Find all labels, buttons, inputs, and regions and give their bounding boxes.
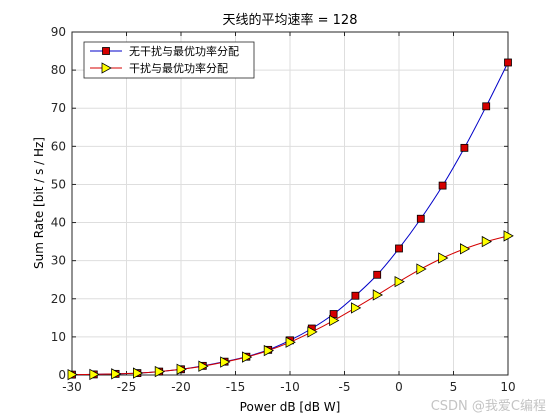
data-point xyxy=(481,235,493,248)
data-point xyxy=(67,368,78,381)
data-point xyxy=(350,302,362,314)
grid xyxy=(71,31,509,376)
axis-ticks: -30 -25 -20 -15 -10 -5 0 5 10 0 10 20 30 40 50 60 70 80 90 xyxy=(51,25,516,394)
data-point xyxy=(372,289,384,301)
data-point xyxy=(198,360,209,372)
data-point xyxy=(394,275,405,288)
data-point xyxy=(351,291,360,300)
legend-label: 干扰与最优功率分配 xyxy=(129,61,228,75)
data-point xyxy=(241,351,253,363)
x-tick-label: 10 xyxy=(500,380,515,394)
y-tick-label: 0 xyxy=(58,368,66,382)
data-point xyxy=(416,263,427,275)
y-tick-label: 90 xyxy=(51,25,66,39)
y-tick-label: 40 xyxy=(51,216,66,230)
data-point xyxy=(132,367,144,379)
series-2 xyxy=(67,230,514,381)
data-point xyxy=(459,243,471,255)
x-tick-label: -10 xyxy=(280,380,300,394)
legend-swatch-marker xyxy=(102,47,110,55)
data-point xyxy=(395,244,403,253)
data-point xyxy=(482,102,491,111)
data-point xyxy=(329,314,340,327)
watermark: CSDN @我爱C编程 xyxy=(430,399,546,414)
y-tick-label: 60 xyxy=(51,139,66,153)
x-tick-label: -20 xyxy=(171,380,191,394)
x-tick-label: -25 xyxy=(117,380,137,394)
y-tick-label: 20 xyxy=(51,292,66,306)
y-tick-label: 10 xyxy=(51,330,66,344)
legend-box xyxy=(83,41,255,79)
data-point xyxy=(154,365,166,378)
y-tick-label: 50 xyxy=(51,177,66,191)
data-point xyxy=(263,344,275,357)
x-tick-label: 0 xyxy=(395,380,403,394)
y-tick-label: 80 xyxy=(51,63,66,77)
x-tick-label: -5 xyxy=(339,380,351,394)
series-layer xyxy=(67,58,514,381)
x-tick-label: -30 xyxy=(62,380,82,394)
data-point xyxy=(89,368,100,381)
data-point xyxy=(111,368,122,380)
y-tick-label: 70 xyxy=(51,101,66,115)
data-point xyxy=(438,181,447,190)
data-point xyxy=(373,270,382,279)
data-point xyxy=(416,214,425,223)
data-point xyxy=(220,356,231,368)
data-point xyxy=(438,252,449,264)
data-point xyxy=(285,336,296,348)
data-point xyxy=(460,143,469,152)
data-point xyxy=(307,326,318,338)
data-point xyxy=(176,363,187,375)
chart-title: 天线的平均速率 = 128 xyxy=(223,12,358,28)
data-point xyxy=(504,58,512,67)
y-axis-label: Sum Rate [bit / s / Hz] xyxy=(32,137,46,269)
x-tick-label: 5 xyxy=(450,380,458,394)
x-tick-label: -15 xyxy=(226,380,246,394)
legend-swatch-marker xyxy=(101,62,112,74)
x-axis-label: Power dB [dB W] xyxy=(240,400,341,414)
data-point xyxy=(503,230,514,242)
legend-label: 无干扰与最优功率分配 xyxy=(129,44,239,58)
y-tick-label: 30 xyxy=(51,254,66,268)
